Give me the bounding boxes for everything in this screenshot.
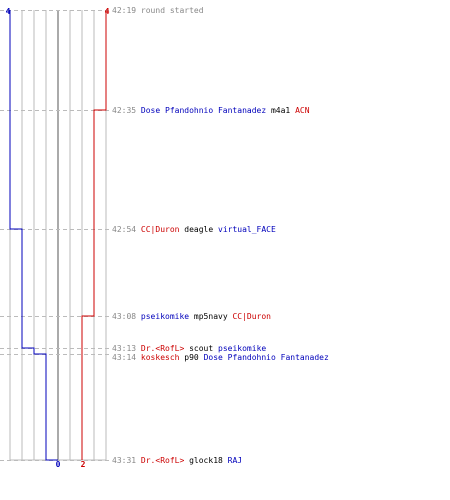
event-killer: Dr.<RofL>: [141, 456, 185, 465]
event-time: 42:19: [112, 6, 136, 15]
event-log: 42:19 round started 42:35 Dose Pfandohnio…: [112, 6, 329, 465]
alive-count-lines: [9, 10, 107, 461]
event-weapon: deagle: [184, 225, 213, 234]
event-weapon: mp5navy: [194, 312, 228, 321]
event-weapon: m4a1: [271, 106, 290, 115]
event-entry: 42:35 Dose Pfandohnio Fantanadez m4a1 AC…: [112, 106, 310, 115]
event-weapon: scout: [189, 344, 213, 353]
red-end-count: 2: [81, 460, 86, 469]
event-entry: 43:13 Dr.<RofL> scout pseikomike: [112, 344, 266, 353]
event-killer: Dose Pfandohnio Fantanadez: [141, 106, 266, 115]
event-info-text: round started: [141, 6, 204, 15]
blue-end-count: 0: [56, 460, 61, 469]
event-killer: Dr.<RofL>: [141, 344, 185, 353]
blue-start-count: 4: [6, 7, 11, 16]
event-victim: RAJ: [228, 456, 242, 465]
event-victim: virtual_FACE: [218, 225, 276, 234]
red-start-count: 4: [105, 7, 110, 16]
event-time: 42:54: [112, 225, 136, 234]
event-killer: CC|Duron: [141, 225, 180, 234]
event-entry: 43:31 Dr.<RofL> glock18 RAJ: [112, 456, 242, 465]
red-alive-line: [81, 10, 107, 460]
timeline-grid: [9, 10, 107, 461]
event-victim: CC|Duron: [232, 312, 271, 321]
event-time: 43:31: [112, 456, 136, 465]
event-entry: 42:19 round started: [112, 6, 204, 15]
alive-count-labels: 4 4 0 2: [6, 7, 110, 469]
event-victim: pseikomike: [218, 344, 266, 353]
event-killer: koskesch: [141, 353, 180, 362]
event-time: 43:13: [112, 344, 136, 353]
event-time: 43:14: [112, 353, 136, 362]
event-weapon: p90: [184, 353, 199, 362]
event-entry: 43:08 pseikomike mp5navy CC|Duron: [112, 312, 271, 321]
event-killer: pseikomike: [141, 312, 189, 321]
event-time: 43:08: [112, 312, 136, 321]
event-victim: Dose Pfandohnio Fantanadez: [204, 353, 329, 362]
event-victim: ACN: [295, 106, 310, 115]
event-entry: 43:14 koskesch p90 Dose Pfandohnio Fanta…: [112, 353, 329, 362]
event-entry: 42:54 CC|Duron deagle virtual_FACE: [112, 225, 276, 234]
event-weapon: glock18: [189, 456, 223, 465]
event-time: 42:35: [112, 106, 136, 115]
blue-alive-line: [9, 10, 58, 461]
